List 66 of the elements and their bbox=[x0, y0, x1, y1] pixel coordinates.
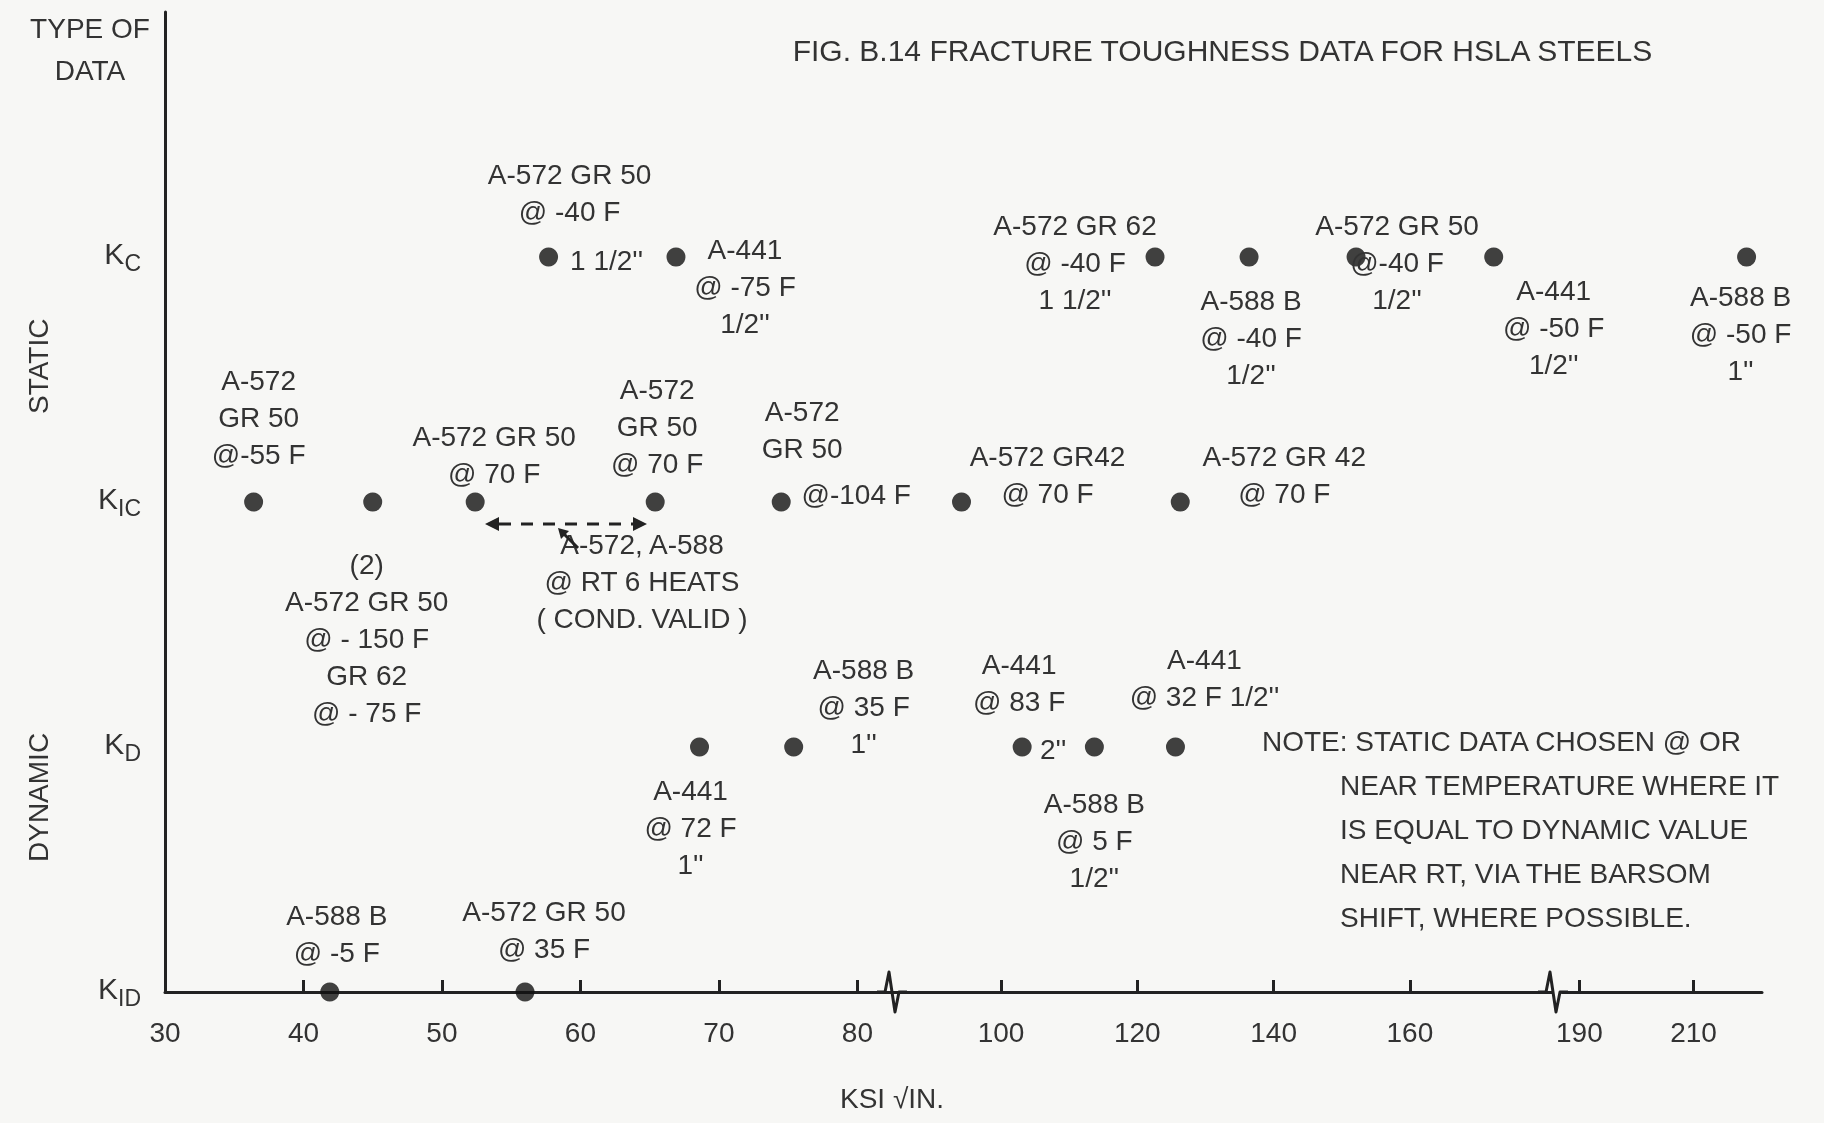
annotation: A-441 @ 72 F 1'' bbox=[644, 773, 737, 882]
x-axis-title: KSI √IN. bbox=[839, 1082, 945, 1116]
annotation: A-588 B @ 35 F 1'' bbox=[813, 652, 915, 761]
annotation: A-572 GR 50 @ 70 F bbox=[611, 372, 704, 481]
y-axis-title: TYPE OF DATA bbox=[30, 12, 150, 88]
point bbox=[320, 982, 340, 1002]
point bbox=[1239, 247, 1259, 267]
y-tick-label: K$_{C}$ bbox=[104, 237, 141, 277]
annotation: A-572, A-588 @ RT 6 HEATS ( COND. VALID ) bbox=[536, 527, 748, 636]
x-tick-label: 70 bbox=[703, 1016, 735, 1048]
annotation: A-572 GR 42 @ 70 F bbox=[1202, 440, 1366, 511]
annotation: (2) A-572 GR 50 @ - 150 F GR 62 @ - 75 F bbox=[284, 547, 449, 730]
text: STATIC bbox=[21, 318, 55, 414]
annotation: A-441 @ 32 F 1/2'' bbox=[1129, 643, 1280, 714]
point bbox=[690, 737, 710, 757]
x-tick-label: 100 bbox=[977, 1016, 1025, 1048]
x-tick-label: 60 bbox=[564, 1016, 597, 1048]
annotation: 2'' bbox=[1040, 732, 1067, 767]
point bbox=[666, 247, 686, 267]
annotation: A-572 GR 50 @-55 F bbox=[211, 363, 306, 472]
point bbox=[1012, 737, 1032, 757]
x-tick-label: 160 bbox=[1386, 1016, 1434, 1048]
y-tick-label: K$_{IC}$ bbox=[97, 482, 141, 522]
x-tick-label: 30 bbox=[149, 1016, 181, 1048]
annotation: A-441 @ -75 F 1/2'' bbox=[694, 232, 796, 341]
x-tick-label: 140 bbox=[1250, 1016, 1297, 1048]
annotation: A-572 GR 62 @ -40 F 1 1/2'' bbox=[993, 208, 1157, 317]
annotation: A-588 B @ 5 F 1/2'' bbox=[1043, 786, 1145, 895]
point bbox=[1145, 247, 1165, 267]
annotation: A-572 GR 50 @ 35 F bbox=[462, 895, 626, 966]
x-tick-label: 210 bbox=[1670, 1016, 1717, 1048]
point bbox=[784, 737, 804, 757]
annotation: A-588 B @ -5 F bbox=[286, 899, 388, 970]
annotation: A-572 GR 50 @ 70 F bbox=[412, 420, 576, 491]
text: DYNAMIC bbox=[21, 732, 55, 862]
annotation: A-572 GR 50 @ -40 F bbox=[487, 158, 652, 229]
point bbox=[1166, 737, 1185, 757]
annotation: A-572 GR 50 bbox=[761, 395, 843, 466]
point bbox=[1170, 492, 1190, 512]
point bbox=[1484, 247, 1504, 267]
point bbox=[539, 247, 559, 267]
annotation: A-588 B @ -40 F 1/2'' bbox=[1200, 283, 1302, 392]
annotation: 1 1/2'' bbox=[570, 243, 644, 278]
point bbox=[771, 492, 791, 512]
x-tick-label: 190 bbox=[1556, 1016, 1603, 1048]
point bbox=[1084, 737, 1104, 757]
point bbox=[952, 492, 972, 512]
annotation: @-104 F bbox=[801, 477, 911, 512]
annotation: A-441 @ 83 F bbox=[973, 648, 1066, 719]
annotation: A-441 @ -50 F 1/2'' bbox=[1502, 273, 1605, 382]
annotation: A-572 GR42 @ 70 F bbox=[969, 440, 1126, 511]
x-tick-label: 40 bbox=[287, 1016, 320, 1048]
y-tick-label: K$_{D}$ bbox=[104, 727, 141, 767]
x-tick-label: 50 bbox=[426, 1016, 458, 1048]
point bbox=[465, 492, 485, 512]
point bbox=[515, 982, 535, 1002]
y-tick-label: K$_{ID}$ bbox=[97, 972, 141, 1012]
x-tick-label: 120 bbox=[1113, 1016, 1161, 1048]
annotation: A-588 B @ -50 F 1'' bbox=[1689, 279, 1792, 388]
annotation: NOTE: STATIC DATA CHOSEN @ OR NEAR TEMPERATURE WHERE IT IS EQUAL TO DYNAMIC VALUE NEAR RT, VIA THE BARSOM SHIFT, WHERE POSSIBLE. bbox=[1262, 725, 1780, 935]
point bbox=[363, 492, 383, 512]
chart-title: FIG. B.14 FRACTURE TOUGHNESS DATA FOR HSLA STEELS bbox=[792, 33, 1653, 69]
x-tick-label: 80 bbox=[841, 1016, 873, 1048]
annotation: A-572 GR 50 @-40 F 1/2'' bbox=[1315, 208, 1479, 317]
point bbox=[645, 492, 665, 512]
point bbox=[244, 492, 264, 512]
